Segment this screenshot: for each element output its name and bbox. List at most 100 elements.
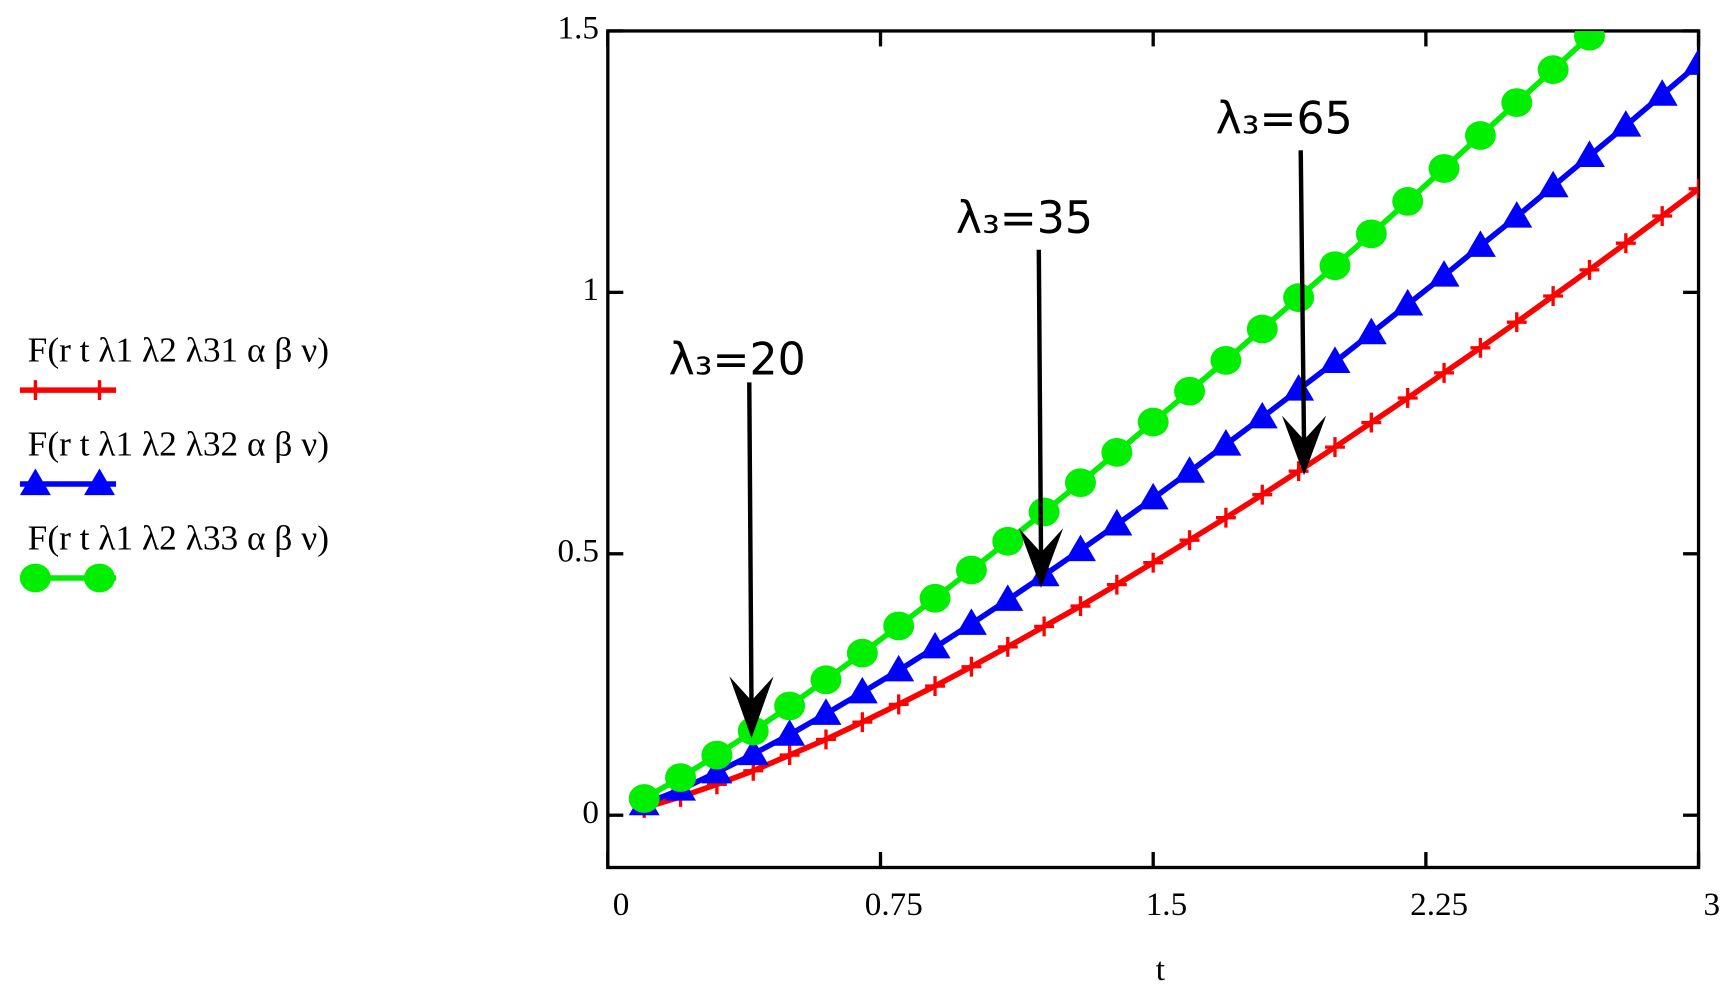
marker	[955, 555, 987, 585]
annotation: λ₃=65	[1216, 94, 1353, 145]
x-axis-label: t	[1156, 951, 1166, 988]
marker	[1106, 574, 1127, 595]
marker	[701, 740, 733, 770]
legend-marker	[84, 563, 115, 593]
marker	[810, 698, 842, 725]
x-tick-label: 3	[1704, 886, 1721, 923]
marker	[846, 638, 878, 668]
x-tick-label: 1.5	[1146, 886, 1187, 923]
marker	[1652, 206, 1673, 226]
marker	[1646, 79, 1678, 106]
marker	[852, 712, 873, 733]
series-line	[643, 186, 1699, 811]
marker	[992, 526, 1024, 556]
marker	[1355, 219, 1387, 249]
legend-marker	[25, 380, 46, 401]
marker	[1210, 429, 1242, 456]
marker	[961, 656, 982, 677]
marker	[1537, 55, 1569, 84]
legend-marker	[19, 563, 51, 593]
marker	[1501, 201, 1533, 228]
marker	[1574, 140, 1605, 167]
legend-marker	[84, 468, 115, 496]
x-tick-label: 2.25	[1410, 886, 1468, 923]
marker	[1246, 401, 1278, 429]
arrow	[1036, 249, 1044, 559]
marker	[810, 665, 842, 695]
marker	[1283, 374, 1315, 401]
marker	[1464, 121, 1496, 150]
marker	[1101, 509, 1133, 536]
legend: F(r t λ1 λ2 λ31 α β ν) F(r t λ1 λ2 λ32 α …	[19, 330, 329, 593]
x-tick-label: 0.75	[865, 886, 923, 923]
marker	[1392, 288, 1424, 316]
arrowhead	[1018, 528, 1064, 588]
marker	[1137, 407, 1169, 437]
marker	[1537, 170, 1569, 198]
arrowhead	[1281, 415, 1327, 476]
marker	[816, 729, 836, 750]
marker	[1065, 534, 1096, 562]
marker	[888, 694, 909, 715]
marker	[925, 676, 945, 697]
arrow	[1298, 150, 1307, 445]
data-area	[628, 30, 1699, 818]
marker	[1428, 154, 1460, 183]
annotation: λ₃=20	[669, 334, 806, 385]
series-line	[643, 61, 1699, 807]
marker	[1283, 283, 1315, 312]
y-tick-label: 1	[582, 271, 599, 308]
legend-marker	[19, 468, 51, 496]
marker	[883, 654, 915, 682]
marker	[955, 608, 987, 635]
marker	[665, 763, 697, 792]
ticks: 0 0.5 1 1.5 0 0.75 1.5 2.25 3	[558, 10, 1721, 923]
marker	[1028, 497, 1060, 527]
marker	[1319, 251, 1351, 281]
marker	[992, 584, 1024, 611]
marker	[1215, 507, 1236, 528]
marker	[1355, 317, 1387, 345]
marker	[1101, 437, 1133, 467]
y-tick-label: 0	[582, 794, 599, 831]
x-tick-label: 0	[613, 886, 630, 923]
arrow	[747, 382, 754, 708]
marker	[1688, 178, 1699, 199]
marker	[1210, 345, 1242, 375]
marker	[1070, 596, 1091, 617]
marker	[1174, 456, 1206, 483]
marker	[737, 738, 769, 766]
marker	[1464, 230, 1496, 257]
marker	[1034, 616, 1055, 637]
legend-label: F(r t λ1 λ2 λ33 α β ν)	[28, 518, 329, 558]
marker	[628, 784, 660, 813]
marker	[1506, 312, 1527, 333]
y-tick-label: 0.5	[558, 532, 599, 569]
marker	[1501, 88, 1533, 117]
marker	[1397, 388, 1418, 408]
marker	[1319, 346, 1351, 373]
marker	[1174, 376, 1206, 406]
marker	[701, 756, 733, 784]
annotations: λ₃=20 λ₃=35 λ₃=65	[669, 94, 1353, 739]
marker	[1179, 530, 1200, 551]
marker	[919, 583, 951, 613]
marker	[774, 719, 806, 746]
marker	[1615, 233, 1636, 254]
marker	[1143, 552, 1164, 573]
marker	[1434, 362, 1454, 383]
marker	[1065, 468, 1096, 498]
marker	[1683, 48, 1699, 75]
marker	[1246, 314, 1278, 344]
marker	[846, 676, 878, 704]
y-tick-label: 1.5	[558, 10, 599, 47]
marker	[883, 611, 915, 641]
marker	[1610, 110, 1642, 137]
marker	[1361, 412, 1382, 433]
annotation: λ₃=35	[956, 193, 1093, 244]
series-line	[642, 34, 1592, 801]
arrowhead	[729, 676, 774, 739]
marker	[774, 691, 806, 721]
